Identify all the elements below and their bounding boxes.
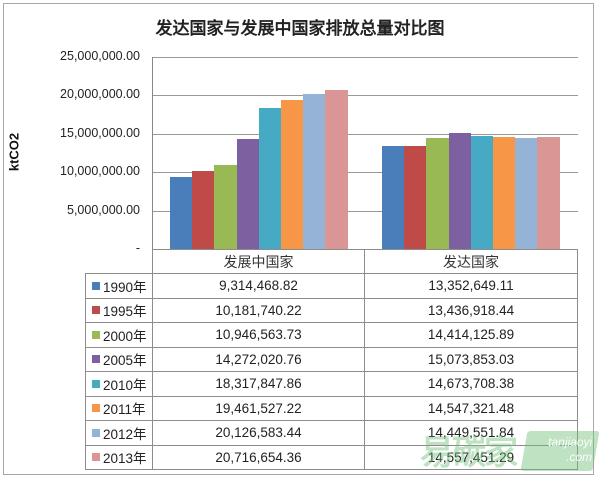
table-value-cell: 20,126,583.44: [152, 420, 365, 446]
legend-entry: 2012年: [85, 420, 153, 446]
table-value-cell: 10,181,740.22: [152, 297, 365, 323]
legend-label: 2011年: [103, 402, 146, 418]
table-value-cell: 14,272,020.76: [152, 346, 365, 372]
bar-1990年-发展中国家: [170, 177, 193, 249]
y-tick-label: 10,000,000.00: [60, 164, 140, 179]
bar-2013年-发展中国家: [325, 89, 348, 249]
plot-area: [152, 57, 578, 249]
y-tick-label: 20,000,000.00: [60, 87, 140, 102]
y-tick-label: 25,000,000.00: [60, 49, 140, 63]
table-value-cell: 13,436,918.44: [364, 297, 578, 323]
bar-2000年-发达国家: [426, 138, 449, 249]
bar-1990年-发达国家: [382, 146, 405, 249]
y-tick-label: -: [135, 241, 140, 255]
table-value-cell: 20,716,654.36: [152, 444, 365, 470]
legend-swatch: [92, 404, 100, 413]
table-value-cell: 18,317,847.86: [152, 371, 365, 397]
legend-label: 2012年: [103, 426, 147, 442]
table-value-cell: 14,547,321.48: [364, 395, 578, 421]
legend-entry: 1995年: [85, 297, 153, 323]
table-header-category: 发达国家: [364, 249, 578, 274]
legend-swatch: [92, 379, 100, 388]
bar-2010年-发达国家: [470, 136, 493, 249]
y-tick-label: 15,000,000.00: [60, 125, 140, 140]
gridline: [153, 57, 578, 58]
table-value-cell: 15,073,853.03: [364, 346, 578, 372]
table-value-cell: 10,946,563.73: [152, 322, 365, 348]
legend-entry: 1990年: [85, 273, 153, 299]
legend-entry: 2011年: [85, 395, 153, 421]
legend-swatch: [92, 306, 100, 315]
legend-entry: 2013年: [85, 444, 153, 470]
bar-2011年-发展中国家: [281, 99, 304, 249]
chart-title: 发达国家与发展中国家排放总量对比图: [155, 19, 445, 39]
y-tick-label: 5,000,000.00: [67, 202, 140, 217]
legend-label: 2005年: [103, 353, 147, 369]
bar-2013年-发达国家: [537, 137, 560, 249]
table-value-cell: 14,449,551.84: [364, 420, 578, 446]
gridline: [153, 210, 578, 212]
bar-1995年-发达国家: [404, 145, 427, 249]
legend-entry: 2010年: [85, 371, 153, 397]
table-value-cell: 13,352,649.11: [364, 273, 578, 299]
bar-2000年-发展中国家: [214, 164, 237, 249]
gridline: [153, 133, 578, 135]
bar-1995年-发展中国家: [192, 170, 215, 249]
bar-2012年-发展中国家: [303, 94, 326, 249]
table-value-cell: 9,314,468.82: [152, 273, 365, 299]
legend-label: 1990年: [103, 279, 147, 295]
legend-label: 2010年: [103, 377, 147, 393]
table-value-cell: 14,557,451.29: [364, 444, 578, 470]
table-value-cell: 14,673,708.38: [364, 371, 578, 397]
bar-2010年-发展中国家: [258, 108, 281, 249]
gridline: [153, 172, 578, 174]
legend-entry: 2005年: [85, 346, 153, 372]
legend-swatch: [92, 281, 100, 290]
legend-entry: 2000年: [85, 322, 153, 348]
table-header-category: 发展中国家: [152, 249, 365, 274]
legend-swatch: [92, 428, 100, 437]
bar-2012年-发达国家: [515, 138, 538, 249]
gridline: [153, 95, 578, 97]
bar-2005年-发达国家: [448, 133, 471, 249]
table-value-cell: 14,414,125.89: [364, 322, 578, 348]
table-value-cell: 19,461,527.22: [152, 395, 365, 421]
legend-swatch: [92, 330, 100, 339]
bar-2005年-发展中国家: [236, 139, 259, 249]
bar-2011年-发达国家: [493, 137, 516, 249]
legend-label: 2013年: [103, 451, 147, 467]
legend-label: 2000年: [103, 328, 147, 344]
legend-swatch: [92, 453, 100, 462]
legend-swatch: [92, 355, 100, 364]
legend-label: 1995年: [103, 304, 147, 320]
